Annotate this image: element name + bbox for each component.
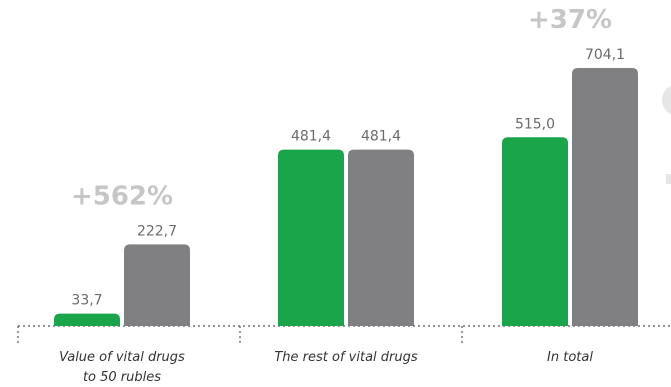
category-label-2-line-0: In total (547, 350, 593, 365)
bar-series0-cat2 (502, 137, 568, 326)
value-label-series1-cat1: 481,4 (361, 129, 401, 145)
value-label-series0-cat2: 515,0 (515, 116, 555, 132)
value-labels-group: 33,7 481,4 515,0 222,7 481,4 704,1 +562% +37% (71, 5, 625, 309)
category-label-0-line-1: to 50 rubles (83, 370, 161, 385)
decor-group (662, 85, 671, 184)
category-label-0-line-0: Value of vital drugs (59, 350, 185, 365)
decorative-circle (662, 85, 671, 115)
bar-series1-cat2 (572, 68, 638, 326)
baseline-group (17, 325, 671, 346)
bar-series1-cat1 (348, 149, 414, 326)
value-label-series1-cat0: 222,7 (137, 223, 177, 239)
category-label-1-line-0: The rest of vital drugs (274, 350, 418, 365)
bars-group (54, 68, 638, 326)
bar-series1-cat0 (124, 244, 190, 326)
value-label-series0-cat1: 481,4 (291, 129, 331, 145)
decorative-mark (666, 174, 671, 184)
value-label-series0-cat0: 33,7 (71, 293, 102, 309)
growth-annotation-2: +37% (528, 5, 612, 35)
growth-annotation-0: +562% (71, 181, 173, 211)
bar-series0-cat1 (278, 149, 344, 326)
category-labels-group: Value of vital drugs to 50 rubles The rest… (59, 350, 593, 385)
value-label-series1-cat2: 704,1 (585, 47, 625, 63)
bar-series0-cat0 (54, 313, 120, 326)
